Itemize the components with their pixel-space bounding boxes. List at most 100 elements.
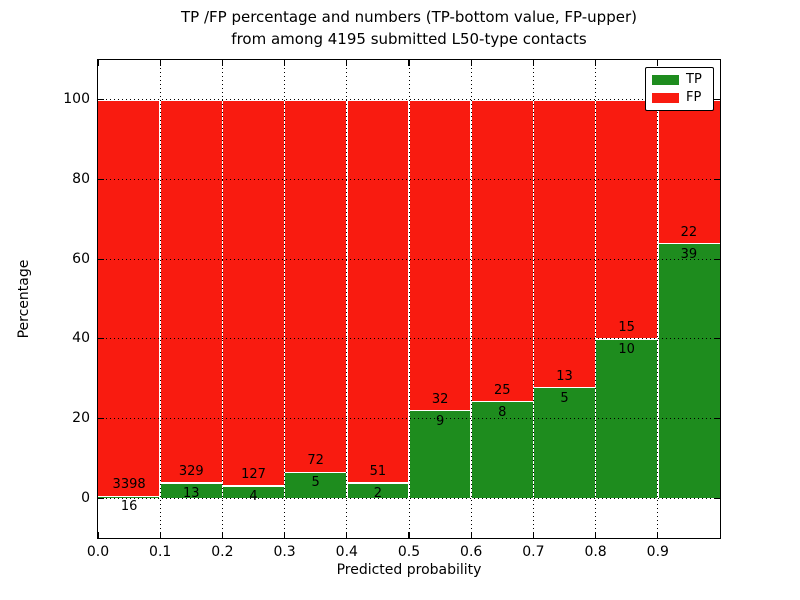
y-tick-mark xyxy=(714,417,720,420)
x-tick-mark xyxy=(408,60,410,66)
bar-segment-fp xyxy=(595,99,658,339)
y-axis-label: Percentage xyxy=(16,259,32,339)
bar-segment-tp xyxy=(98,496,161,499)
bar-label-tp-count: 8 xyxy=(498,404,507,420)
y-tick-label: 40 xyxy=(72,330,90,347)
y-tick-mark xyxy=(714,99,720,101)
legend: TP FP xyxy=(645,67,714,111)
x-tick-label: 0.2 xyxy=(211,544,234,560)
x-tick-mark xyxy=(657,60,659,66)
y-tick-mark xyxy=(98,178,104,181)
gridline-v xyxy=(595,60,597,538)
x-tick-label: 0.6 xyxy=(460,544,483,560)
y-tick-label: 80 xyxy=(72,171,90,187)
gridline-v xyxy=(284,60,286,538)
bar-segment-fp xyxy=(346,99,409,484)
bar-label-fp-count: 3398 xyxy=(112,477,146,493)
bar-segment-fp xyxy=(533,99,596,388)
x-tick-mark xyxy=(221,532,223,538)
gridline-v xyxy=(159,60,161,538)
bar-segment-fp xyxy=(284,99,347,473)
y-tick-label: 20 xyxy=(72,410,90,426)
gridline-v xyxy=(408,60,410,538)
bar-segment-fp xyxy=(657,99,720,244)
bar-segment-fp xyxy=(471,99,534,402)
x-tick-mark xyxy=(595,60,597,66)
bar-segment-fp xyxy=(160,99,223,484)
bar-segment-tp xyxy=(657,243,720,499)
bar-edge xyxy=(98,495,161,498)
bar-label-fp-count: 32 xyxy=(431,391,449,407)
gridline-v xyxy=(346,60,348,538)
bar-segment-tp xyxy=(346,483,409,499)
y-tick-mark xyxy=(714,178,720,181)
y-tick-mark xyxy=(98,338,104,340)
x-tick-mark xyxy=(657,532,659,538)
bar-label-fp-count: 329 xyxy=(178,464,204,480)
y-tick-mark xyxy=(714,338,720,340)
x-tick-label: 0.1 xyxy=(149,544,172,560)
x-tick-mark xyxy=(470,532,472,538)
x-tick-mark xyxy=(284,60,286,66)
bar-label-tp-count: 4 xyxy=(249,489,258,505)
x-tick-mark xyxy=(408,532,410,538)
bar-segment-tp xyxy=(284,472,347,499)
bar-edge xyxy=(409,409,472,412)
tp-swatch-icon xyxy=(652,75,679,86)
bar-label-tp-count: 5 xyxy=(560,390,569,406)
bar-label-fp-count: 51 xyxy=(369,464,387,480)
x-axis-label: Predicted probability xyxy=(336,562,482,578)
bar-segment-tp xyxy=(409,410,472,499)
gridline-v xyxy=(470,60,472,538)
gridline-v xyxy=(532,60,534,538)
x-tick-mark xyxy=(346,532,348,538)
legend-item-tp: TP xyxy=(652,73,707,87)
bar-segment-fp xyxy=(222,99,285,486)
x-tick-label: 0.3 xyxy=(273,544,296,560)
y-tick-mark xyxy=(714,258,720,260)
x-tick-label: 0.5 xyxy=(397,544,421,560)
bar-label-tp-count: 5 xyxy=(311,475,320,491)
bar-label-tp-count: 10 xyxy=(618,341,635,357)
bar-edge xyxy=(533,386,596,389)
x-tick-mark xyxy=(284,532,286,538)
y-tick-mark xyxy=(98,417,104,420)
legend-label-tp: TP xyxy=(686,72,702,88)
gridline-v xyxy=(657,60,659,538)
x-tick-mark xyxy=(595,532,597,538)
bar-edge xyxy=(346,482,409,484)
bar-label-tp-count: 13 xyxy=(183,486,200,502)
bar-edge xyxy=(284,471,347,474)
x-tick-mark xyxy=(532,60,534,66)
chart-title-line2: from among 4195 submitted L50-type conta… xyxy=(231,30,587,48)
bar-label-fp-count: 127 xyxy=(241,467,266,483)
bar-segment-fp xyxy=(409,99,472,411)
bar-label-fp-count: 22 xyxy=(680,224,698,240)
bar-segment-tp xyxy=(160,483,223,499)
bar-segment-tp xyxy=(533,387,596,499)
bar-label-tp-count: 2 xyxy=(373,486,383,502)
bar-label-fp-count: 15 xyxy=(618,319,635,335)
bar-segment-tp xyxy=(222,486,285,499)
bar-segment-fp xyxy=(98,99,161,497)
x-tick-mark xyxy=(532,532,534,538)
chart-title-line1: TP /FP percentage and numbers (TP-bottom… xyxy=(181,8,637,26)
x-tick-label: 0.7 xyxy=(522,544,545,560)
y-tick-mark xyxy=(98,99,104,101)
y-tick-label: 0 xyxy=(81,489,90,506)
y-tick-mark xyxy=(98,258,104,260)
x-tick-mark xyxy=(346,60,348,66)
fp-swatch-icon xyxy=(652,92,679,103)
x-tick-mark xyxy=(221,60,223,66)
legend-item-fp: FP xyxy=(652,90,707,105)
bar-edge xyxy=(471,400,534,403)
y-tick-label: 60 xyxy=(72,250,90,267)
bar-edge xyxy=(657,242,720,245)
bar-label-fp-count: 72 xyxy=(307,453,324,469)
chart-title: TP /FP percentage and numbers (TP-bottom… xyxy=(98,6,720,50)
x-tick-mark xyxy=(470,60,472,66)
bar-label-fp-count: 13 xyxy=(556,368,573,384)
x-tick-label: 0.0 xyxy=(86,544,110,560)
x-tick-label: 0.8 xyxy=(584,544,607,560)
